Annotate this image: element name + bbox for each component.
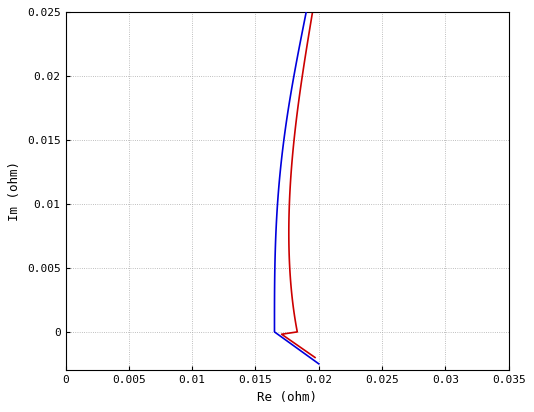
Y-axis label: Im (ohm): Im (ohm) [9, 161, 21, 221]
X-axis label: Re (ohm): Re (ohm) [257, 391, 317, 404]
